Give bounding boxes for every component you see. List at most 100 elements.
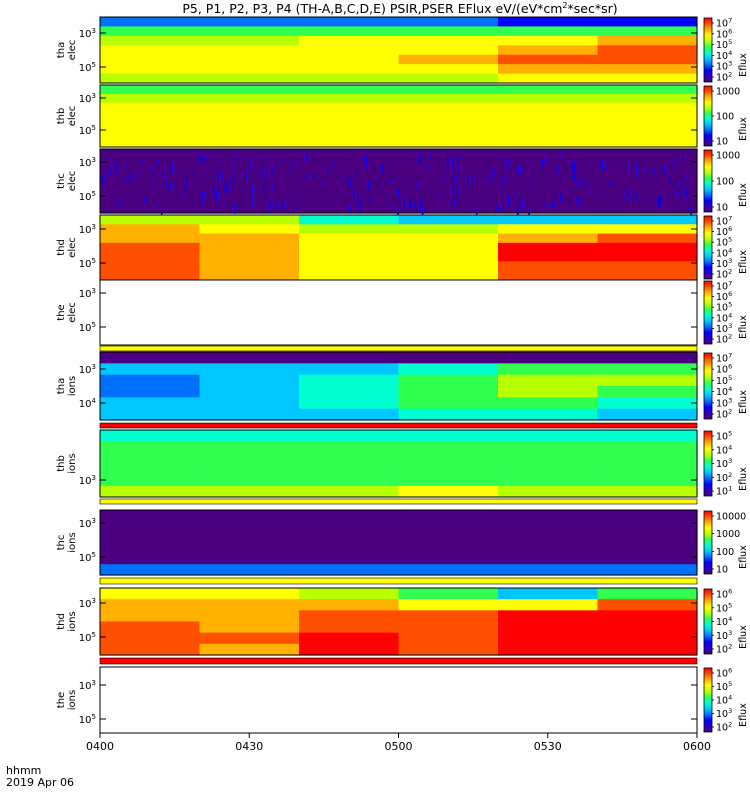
noise-streak [685, 188, 688, 196]
noise-streak [513, 200, 516, 204]
spectrogram-cell [398, 588, 499, 600]
colorbar-gradient [703, 17, 713, 83]
noise-streak [583, 177, 585, 186]
spectrogram-cell [199, 430, 300, 442]
spectrogram-cell [498, 610, 599, 623]
spectrogram-cell [498, 45, 599, 56]
title-superscript: 2 [562, 1, 567, 10]
spectrogram-cell [299, 64, 400, 75]
noise-streak [200, 153, 202, 163]
noise-streak [213, 184, 216, 194]
colorbar-tick-base: 10 [716, 259, 728, 270]
noise-streak [251, 194, 253, 200]
noise-streak [571, 160, 573, 169]
spectrogram-cell [199, 215, 300, 225]
colorbar-tick-base: 10 [716, 303, 728, 314]
spectrogram-cell [597, 215, 698, 225]
colorbar-tick-value: 1000 [716, 151, 740, 162]
y-tick-base: 10 [79, 715, 92, 726]
noise-streak [271, 167, 274, 171]
colorbar-tick-label: 105 [716, 236, 732, 249]
spectrogram-cell [299, 138, 400, 148]
spectrogram-cell [199, 643, 300, 656]
separator-bar [99, 577, 698, 585]
y-tick-base: 10 [79, 225, 92, 236]
colorbar-tick-label: 103 [716, 457, 732, 470]
colorbar-tick-label: 107 [716, 17, 732, 30]
colorbar-tick-exp: 6 [728, 588, 732, 596]
noise-streak [217, 172, 219, 184]
noise-streak [234, 203, 236, 214]
spectrogram-cell [299, 158, 400, 168]
spectrogram-cell [597, 352, 698, 364]
colorbar-gradient [703, 352, 713, 420]
spectrogram-cell [100, 85, 201, 95]
spectrogram-cell [597, 542, 698, 554]
spectrogram-cell [398, 185, 499, 196]
spectrogram-cell [398, 73, 499, 84]
y-tick-label: 103 [79, 27, 96, 40]
spectrogram-cell [100, 485, 201, 498]
spectrogram-cell [398, 242, 499, 253]
noise-streak [185, 183, 187, 189]
colorbar-tick-exp: 4 [728, 694, 732, 702]
spectrogram-cell [100, 54, 201, 65]
noise-streak [630, 187, 633, 192]
plot-frame [99, 509, 698, 576]
spectrogram-cell [597, 397, 698, 410]
colorbar-gradient [703, 85, 713, 147]
y-tick-base: 10 [79, 192, 92, 203]
plot-frame [99, 16, 698, 84]
spectrogram-cell [199, 588, 300, 600]
colorbar-tick-label: 104 [716, 443, 732, 456]
colorbar-tick-label: 10 [716, 203, 728, 214]
figure-title: P5, P1, P2, P3, P4 (TH-A,B,C,D,E) PSIR,P… [182, 1, 617, 16]
spectrogram-cell [100, 17, 201, 28]
colorbar-tick-exp: 4 [728, 615, 732, 623]
y-tick-exp: 5 [92, 713, 96, 721]
spectrogram-cell [199, 463, 300, 476]
spectrogram-cell [299, 270, 400, 281]
spectrogram-cell [398, 643, 499, 656]
colorbar-tick-label: 106 [716, 27, 732, 40]
noise-streak [683, 174, 686, 180]
spectrogram-cell [100, 35, 201, 46]
noise-streak [115, 165, 117, 173]
colorbar-tick-value: 100 [716, 112, 734, 123]
spectrogram-cell [299, 224, 400, 235]
y-tick-label: 105 [79, 321, 96, 334]
noise-streak [115, 200, 117, 207]
spectrogram-cell [597, 138, 698, 148]
colorbar-tick-exp: 6 [728, 225, 732, 233]
noise-streak [397, 188, 400, 197]
noise-streak [637, 157, 639, 165]
colorbar-tick-base: 10 [716, 51, 728, 62]
spectrogram-cell [597, 35, 698, 46]
spectrogram-cell [299, 531, 400, 544]
noise-streak [350, 177, 352, 188]
y-tick-exp: 5 [92, 124, 96, 132]
spectrogram-cell [498, 632, 599, 645]
spectrogram-cell [299, 215, 400, 225]
spectrogram-cell [498, 408, 599, 421]
y-label-species: elec [67, 40, 78, 61]
colorbar-tick-exp: 1 [728, 485, 732, 493]
noise-streak [415, 181, 418, 191]
noise-streak [659, 195, 661, 206]
noise-streak [367, 181, 370, 191]
spectrogram-cell [398, 176, 499, 187]
colorbar-tick-label: 107 [716, 280, 732, 293]
noise-streak [500, 205, 502, 212]
colorbar-tick-label: 102 [716, 333, 732, 346]
spectrogram-cell [398, 194, 499, 205]
colorbar-tick-label: 105 [716, 680, 732, 693]
spectrogram-cell [398, 564, 499, 576]
spectrogram-cell [597, 588, 698, 600]
noise-streak [202, 191, 204, 203]
noise-streak [265, 167, 267, 171]
colorbar-tick-exp: 7 [728, 280, 732, 288]
spectrogram-cell [299, 85, 400, 95]
spectrogram-cell [199, 64, 300, 75]
noise-streak [268, 197, 271, 210]
spectrogram-cell [498, 352, 599, 364]
